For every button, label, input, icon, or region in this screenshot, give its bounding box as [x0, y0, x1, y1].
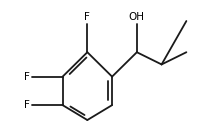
Text: F: F	[24, 72, 30, 82]
Text: F: F	[84, 12, 90, 22]
Text: F: F	[24, 100, 30, 110]
Text: OH: OH	[129, 12, 145, 22]
